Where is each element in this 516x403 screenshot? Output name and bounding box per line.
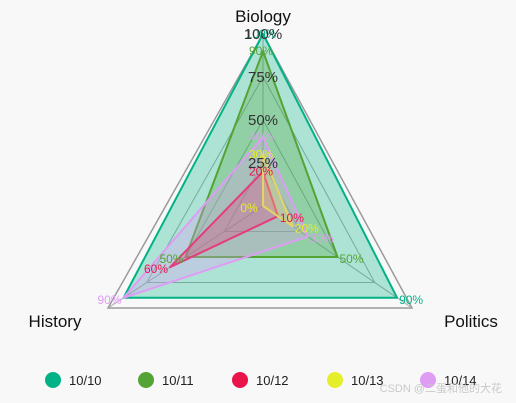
value-label-10-13-2: 20% [295,221,319,235]
grid-tick-1: 25% [248,155,278,172]
legend-label-10-11: 10/11 [162,372,194,388]
legend-swatch-10-11 [138,372,154,388]
axis-label-biology: Biology [235,7,291,26]
series-area-10-13 [262,153,294,228]
radar-grid-ticks: 25% 50% 75% 100% [244,26,282,172]
radar-series [122,33,399,299]
value-label-10-14-2: 30% [310,232,334,246]
value-label-10-12-2: 10% [280,211,304,225]
value-label-10-11-3: 50% [159,252,183,266]
legend-item-10-13[interactable]: 10/13 [327,368,384,392]
legend-label-10-10: 10/10 [69,372,102,388]
grid-tick-2: 50% [248,112,278,129]
legend-swatch-10-14 [420,372,436,388]
series-area-10-12 [169,170,279,269]
value-label-10-11-2: 50% [339,252,363,266]
legend-swatch-10-10 [45,372,61,388]
grid-tick-4: 100% [244,26,282,43]
value-label-10-14-3: 90% [97,293,121,307]
legend-item-10-14[interactable]: 10/14 [420,368,477,392]
axis-label-politics: Politics [444,312,498,331]
legend-item-10-12[interactable]: 10/12 [232,368,289,392]
value-label-10-13-3: 0% [240,201,258,215]
legend-label-10-12: 10/12 [256,372,289,388]
chart-legend: 10/10 10/11 10/12 10/13 10/14 [0,368,516,392]
grid-ring-3 [145,75,376,283]
value-label-10-13-1: 30% [249,147,273,161]
watermark: CSDN @二蛋和他的大花 [379,383,502,395]
legend-item-10-10[interactable]: 10/10 [45,368,102,392]
series-area-10-11 [184,50,339,258]
grid-tick-3: 75% [248,69,278,86]
value-label-10-11-1: 90% [249,44,273,58]
value-label-10-14-1: 40% [249,130,273,144]
radar-value-labels: 100%90%90%50%50%20%10%60%30%20%0%40%30%9… [97,27,423,307]
legend-swatch-10-13 [327,372,343,388]
value-label-10-12-1: 20% [249,165,273,179]
legend-label-10-14: 10/14 [444,372,477,388]
series-area-10-14 [122,136,309,299]
value-label-10-12-3: 60% [144,262,168,276]
legend-swatch-10-12 [232,372,248,388]
legend-label-10-13: 10/13 [351,372,384,388]
legend-item-10-11[interactable]: 10/11 [138,368,194,392]
axis-label-history: History [29,312,82,331]
value-label-10-10-2: 90% [399,293,423,307]
grid-outer-ring [106,32,414,309]
value-label-10-10-1: 100% [246,27,277,41]
